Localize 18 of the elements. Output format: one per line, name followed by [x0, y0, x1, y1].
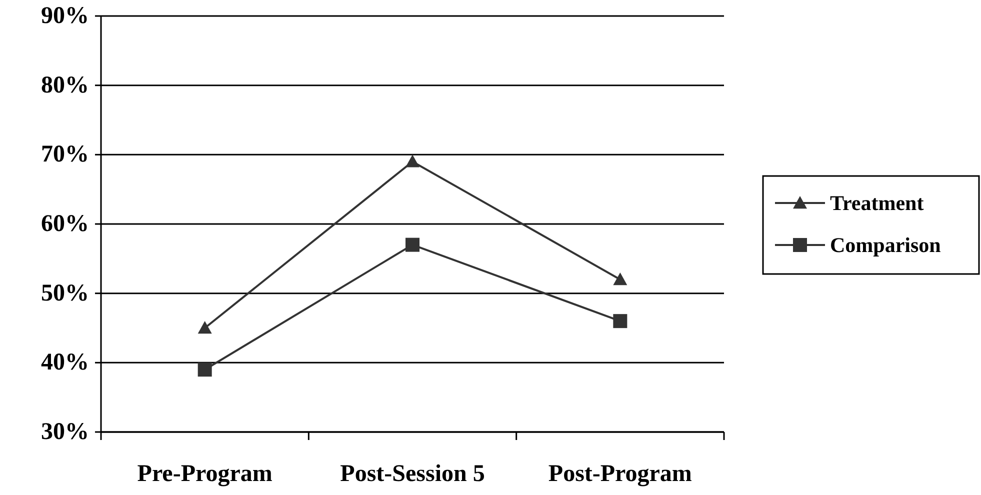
point [406, 238, 420, 252]
x-tick-label: Post-Session 5 [340, 461, 485, 487]
y-tick-label: 80% [41, 72, 89, 98]
y-tick-label: 40% [41, 350, 89, 376]
y-tick-label: 30% [41, 419, 89, 445]
y-tick-label: 70% [41, 142, 89, 168]
legend-label: Treatment [830, 191, 924, 215]
point [198, 362, 212, 377]
y-tick-label: 50% [41, 280, 89, 306]
legend-label: Comparison [830, 233, 942, 257]
point [613, 272, 628, 286]
y-tick-label: 90% [41, 3, 89, 29]
y-tick-label: 60% [41, 211, 89, 237]
x-tick-label: Pre-Program [137, 461, 272, 487]
point [613, 314, 628, 328]
point [198, 321, 212, 334]
x-tick-label: Post-Program [548, 461, 692, 487]
point [406, 154, 420, 168]
